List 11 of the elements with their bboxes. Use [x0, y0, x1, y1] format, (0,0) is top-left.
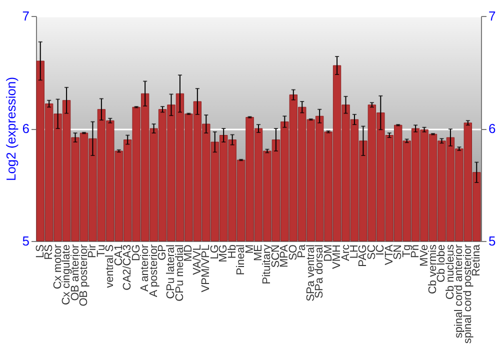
x-tick-label: RS — [43, 244, 56, 260]
y-tick-label: 5 — [22, 234, 30, 248]
y-axis-title: Log2 (expression) — [3, 76, 18, 182]
y2-tick-label: 5 — [488, 234, 496, 248]
y-tick-label: 6 — [22, 121, 30, 136]
x-tick-label: A posterior — [148, 244, 160, 298]
y2-tick-label: 6 — [488, 121, 496, 136]
y2-tick-label: 7 — [488, 8, 496, 24]
x-tick-label: OB posterior — [78, 244, 90, 306]
y-tick-label: 7 — [22, 8, 30, 24]
x-tick-label: Tg — [400, 244, 413, 258]
